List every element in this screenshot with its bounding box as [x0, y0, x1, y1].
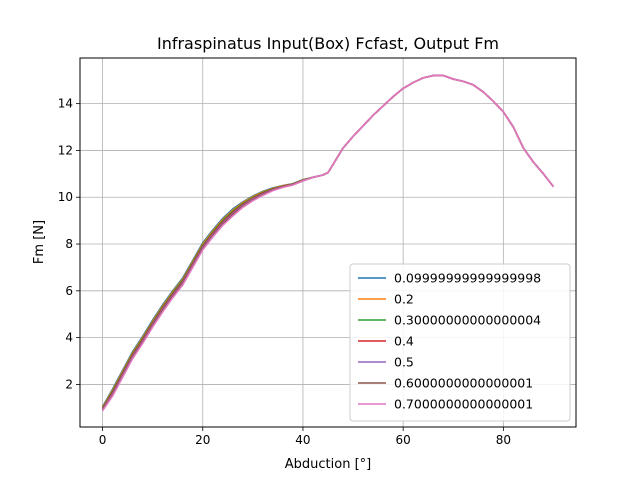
plot-frame — [79, 57, 577, 428]
chart-title: Infraspinatus Input(Box) Fcfast, Output … — [157, 34, 499, 53]
legend: 0.09999999999999998 0.2 0.3000000000000000… — [349, 263, 571, 422]
y-tick-label: 8 — [65, 237, 73, 251]
x-tick-label: 60 — [396, 433, 411, 447]
legend-label: 0.30000000000000004 — [394, 313, 541, 328]
x-tick-label: 40 — [295, 433, 310, 447]
legend-label: 0.2 — [394, 292, 414, 307]
legend-box — [349, 263, 571, 422]
legend-label: 0.09999999999999998 — [394, 271, 541, 286]
series-line-7 — [101, 74, 555, 412]
y-tick-label: 10 — [58, 190, 73, 204]
y-tick-label: 2 — [65, 377, 73, 391]
legend-label: 0.5 — [394, 355, 414, 370]
y-tick-label: 6 — [65, 284, 73, 298]
legend-label: 0.4 — [394, 334, 414, 349]
x-axis-ticks: 0 20 40 60 80 — [99, 427, 511, 447]
y-axis-ticks: 2 4 6 8 10 12 14 — [58, 97, 80, 391]
x-tick-label: 0 — [99, 433, 107, 447]
x-tick-label: 80 — [496, 433, 511, 447]
y-axis-label: Fm [N] — [32, 220, 47, 264]
series-lines — [101, 74, 555, 412]
x-axis-label: Abduction [°] — [285, 457, 371, 472]
x-tick-label: 20 — [195, 433, 210, 447]
y-tick-label: 4 — [65, 331, 73, 345]
y-tick-label: 14 — [58, 97, 73, 111]
y-tick-label: 12 — [58, 143, 73, 157]
legend-label: 0.6000000000000001 — [394, 376, 533, 391]
legend-label: 0.7000000000000001 — [394, 397, 533, 412]
